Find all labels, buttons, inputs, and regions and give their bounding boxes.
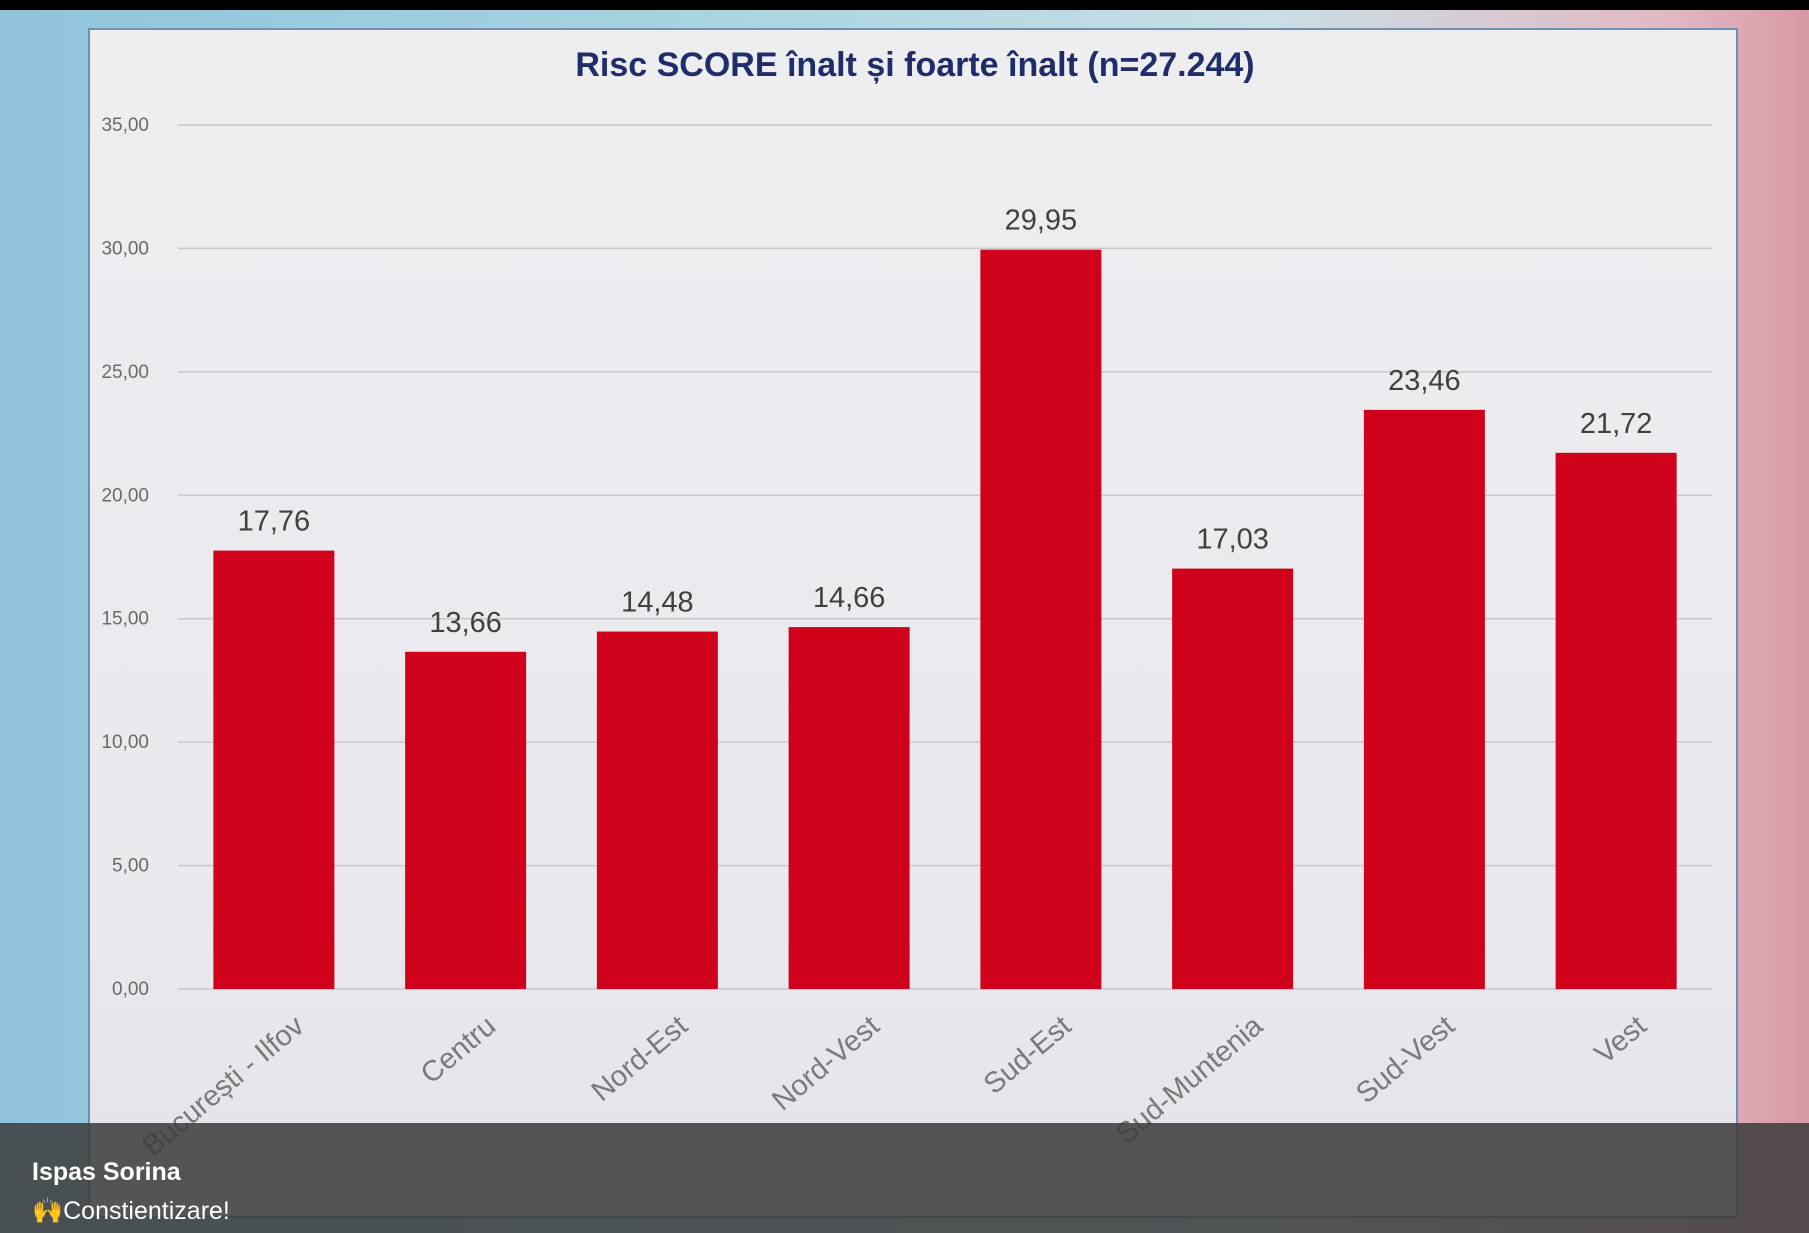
y-tick-label: 25,00 [101, 362, 149, 383]
y-tick-label: 10,00 [101, 732, 149, 753]
bar [788, 627, 910, 989]
data-label: 17,03 [1196, 524, 1269, 556]
y-tick-label: 20,00 [101, 485, 149, 506]
bar [980, 249, 1102, 990]
y-tick-label: 5,00 [112, 856, 149, 877]
data-label: 17,76 [238, 506, 311, 538]
x-tick-label: Nord-Vest [766, 1010, 885, 1117]
bar [596, 631, 718, 989]
chart-slide: Risc SCORE înalt și foarte înalt (n=27.2… [88, 28, 1738, 1218]
x-tick-label: Sud-Vest [1350, 1010, 1461, 1110]
bar-chart: Risc SCORE înalt și foarte înalt (n=27.2… [101, 46, 1712, 1163]
y-tick-label: 30,00 [101, 238, 149, 259]
data-label: 23,46 [1388, 365, 1461, 397]
caption-text: 🙌Constientizare! [32, 1197, 230, 1225]
x-tick-label: Nord-Est [586, 1010, 694, 1108]
bar [1172, 568, 1294, 989]
bar [213, 550, 335, 989]
bar [1555, 452, 1677, 989]
data-label: 13,66 [429, 607, 502, 639]
caption-author[interactable]: Ispas Sorina [32, 1158, 181, 1186]
bar [1363, 409, 1485, 989]
y-tick-label: 0,00 [112, 979, 149, 1000]
bar [405, 651, 527, 989]
caption-overlay [0, 1123, 1809, 1233]
data-label: 14,48 [621, 587, 694, 619]
data-label: 29,95 [1005, 205, 1078, 237]
y-tick-label: 35,00 [101, 115, 149, 136]
x-tick-label: Centru [415, 1010, 502, 1090]
y-tick-label: 15,00 [101, 609, 149, 630]
data-label: 21,72 [1580, 408, 1653, 440]
x-tick-label: Vest [1589, 1010, 1653, 1071]
x-tick-label: Sud-Est [978, 1010, 1078, 1101]
chart-title: Risc SCORE înalt și foarte înalt (n=27.2… [575, 46, 1254, 84]
data-label: 14,66 [813, 582, 886, 614]
